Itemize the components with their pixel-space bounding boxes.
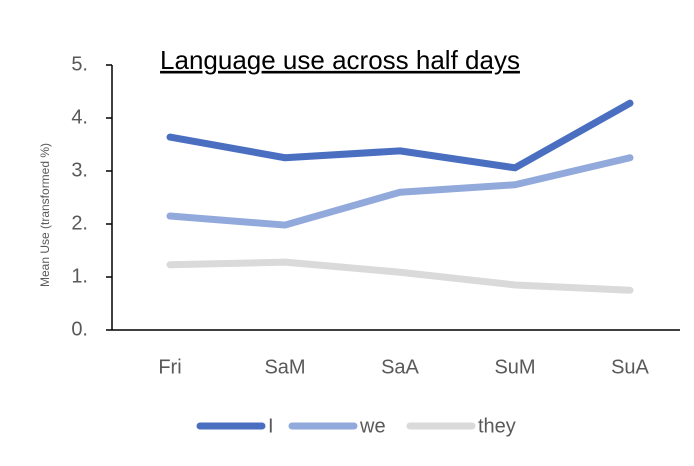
x-tick-label: SaA [381,356,419,378]
x-tick-label: SuA [611,356,649,378]
legend-label: I [268,415,274,437]
y-tick-label: 1. [71,265,88,287]
y-tick-label: 5. [71,53,88,75]
y-tick-label: 2. [71,212,88,234]
y-tick-label: 3. [71,159,88,181]
y-axis-label: Mean Use (transformed %) [38,143,52,287]
legend-label: they [478,415,516,437]
y-tick-label: 4. [71,106,88,128]
x-tick-label: Fri [158,356,181,378]
x-tick-label: SuM [494,356,535,378]
y-tick-label: 0. [71,318,88,340]
chart-title: Language use across half days [160,45,520,75]
legend-label: we [359,415,386,437]
series-line [166,154,634,229]
series-line [166,99,634,172]
series-line [166,258,634,294]
x-tick-label: SaM [264,356,305,378]
